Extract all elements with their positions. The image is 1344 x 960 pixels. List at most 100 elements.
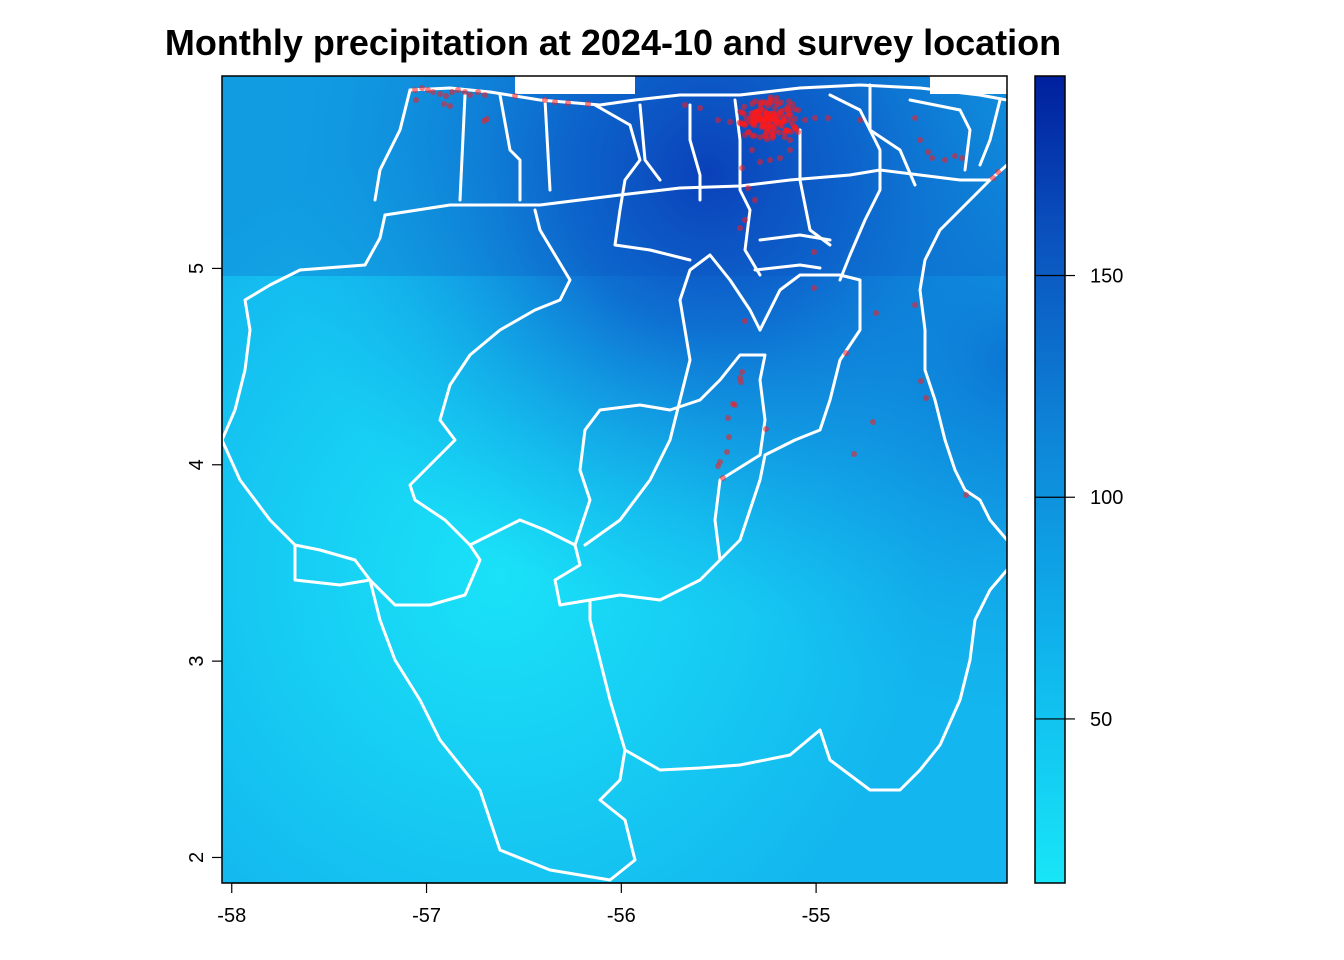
survey-point bbox=[741, 103, 748, 110]
survey-point bbox=[430, 89, 436, 95]
survey-point bbox=[739, 165, 745, 171]
survey-point bbox=[758, 112, 765, 119]
survey-point bbox=[740, 121, 747, 128]
boundary-north-h bbox=[688, 103, 702, 202]
survey-point bbox=[925, 149, 931, 155]
boundary-north-a bbox=[383, 168, 992, 217]
survey-point bbox=[462, 89, 468, 95]
survey-point bbox=[791, 106, 798, 113]
y-axis: 2 3 4 5 bbox=[186, 263, 223, 863]
survey-point bbox=[419, 85, 425, 91]
survey-point bbox=[995, 169, 1001, 175]
survey-point bbox=[929, 155, 935, 161]
survey-point bbox=[767, 94, 774, 101]
y-tick-label: 5 bbox=[186, 263, 208, 274]
survey-point bbox=[749, 147, 755, 153]
x-tick-label: -56 bbox=[607, 905, 636, 927]
survey-point bbox=[742, 132, 748, 138]
survey-point bbox=[748, 112, 755, 119]
legend-tick-label: 100 bbox=[1090, 487, 1123, 509]
y-tick-label: 3 bbox=[186, 656, 208, 667]
survey-point bbox=[777, 108, 784, 115]
survey-point bbox=[585, 101, 591, 107]
survey-point bbox=[990, 175, 996, 181]
survey-point bbox=[795, 129, 801, 135]
survey-point bbox=[732, 402, 738, 408]
survey-point bbox=[748, 118, 755, 125]
boundary-east-inner bbox=[718, 273, 862, 562]
boundary-north-g bbox=[638, 103, 662, 182]
survey-point bbox=[752, 122, 759, 129]
boundary-north-c bbox=[458, 93, 467, 202]
survey-point bbox=[917, 137, 923, 143]
survey-point bbox=[851, 451, 857, 457]
survey-point bbox=[682, 102, 688, 108]
boundary-north-p bbox=[753, 263, 822, 272]
boundary-north-d bbox=[498, 93, 522, 202]
survey-point bbox=[715, 463, 721, 469]
boundary-south-west bbox=[293, 543, 637, 882]
survey-point bbox=[720, 475, 726, 481]
survey-point bbox=[757, 134, 764, 141]
boundary-east-river bbox=[918, 163, 1007, 542]
survey-point bbox=[912, 302, 918, 308]
survey-point bbox=[565, 100, 571, 106]
survey-point bbox=[870, 419, 876, 425]
survey-point bbox=[811, 249, 817, 255]
survey-point bbox=[455, 87, 461, 93]
survey-point bbox=[918, 378, 924, 384]
survey-point bbox=[923, 395, 929, 401]
survey-point bbox=[873, 310, 879, 316]
boundary-central-west bbox=[468, 353, 767, 607]
boundary-north-l bbox=[868, 83, 917, 187]
colorbar-legend: 50 100 150 bbox=[1034, 75, 1123, 884]
survey-point bbox=[757, 159, 763, 165]
survey-point bbox=[791, 115, 798, 122]
survey-point bbox=[697, 105, 703, 111]
survey-point bbox=[767, 157, 773, 163]
legend-tick-label: 50 bbox=[1090, 709, 1112, 731]
survey-point bbox=[843, 350, 849, 356]
survey-point bbox=[447, 103, 453, 109]
survey-point bbox=[745, 185, 751, 191]
survey-point bbox=[552, 99, 558, 105]
boundary-west-region bbox=[222, 208, 572, 607]
y-tick-label: 4 bbox=[186, 459, 208, 470]
precipitation-raster bbox=[222, 76, 1007, 883]
colorbar bbox=[1034, 75, 1066, 884]
survey-point bbox=[771, 122, 778, 129]
boundary-north-f bbox=[593, 103, 692, 262]
survey-point bbox=[742, 217, 748, 223]
survey-point bbox=[959, 155, 965, 161]
survey-point bbox=[739, 369, 745, 375]
survey-point bbox=[787, 137, 793, 143]
survey-point bbox=[783, 127, 789, 134]
survey-point bbox=[942, 157, 948, 163]
survey-point bbox=[425, 87, 431, 93]
survey-point bbox=[481, 118, 487, 124]
boundary-north-o bbox=[758, 233, 832, 242]
survey-point bbox=[749, 100, 756, 107]
survey-point bbox=[781, 134, 788, 141]
survey-point bbox=[413, 97, 419, 103]
survey-point bbox=[482, 92, 488, 98]
survey-point bbox=[767, 128, 774, 135]
survey-point bbox=[825, 115, 831, 121]
survey-point bbox=[767, 122, 774, 129]
survey-point bbox=[754, 115, 761, 122]
y-tick-label: 2 bbox=[186, 852, 208, 863]
survey-point bbox=[441, 101, 447, 107]
legend-tick-label: 150 bbox=[1090, 266, 1123, 288]
boundary-central-spine bbox=[583, 253, 762, 547]
boundary-north-n bbox=[978, 98, 1002, 167]
map-title: Monthly precipitation at 2024-10 and sur… bbox=[164, 22, 1062, 63]
survey-point bbox=[857, 117, 863, 123]
survey-point bbox=[760, 123, 767, 129]
survey-point bbox=[449, 89, 455, 95]
survey-point bbox=[512, 93, 518, 99]
survey-point bbox=[789, 121, 796, 128]
survey-point bbox=[779, 118, 786, 124]
survey-point bbox=[912, 115, 918, 121]
x-tick-label: -58 bbox=[217, 905, 246, 927]
